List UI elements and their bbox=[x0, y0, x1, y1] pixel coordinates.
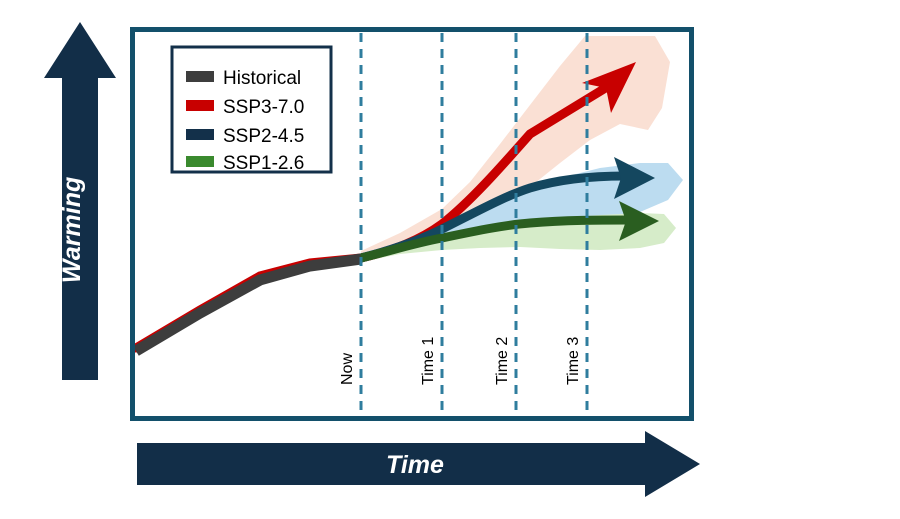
tick-label-time-2: Time 2 bbox=[494, 337, 511, 385]
legend-swatch-historical bbox=[186, 71, 214, 82]
line-historical bbox=[135, 253, 362, 356]
y-axis-arrow: Warming bbox=[44, 22, 116, 380]
legend-item-ssp370[interactable]: SSP3-7.0 bbox=[186, 97, 304, 118]
band-ssp126 bbox=[361, 213, 676, 262]
time-arrow-shape bbox=[137, 431, 700, 497]
x-axis-arrow: Time bbox=[137, 431, 700, 497]
legend-label-ssp245: SSP2-4.5 bbox=[223, 126, 304, 147]
legend-label-historical: Historical bbox=[223, 68, 301, 89]
arrowhead-ssp126 bbox=[619, 201, 659, 241]
line-ssp126 bbox=[356, 215, 635, 263]
tick-label-time-3: Time 3 bbox=[565, 337, 582, 385]
legend-item-ssp126[interactable]: SSP1-2.6 bbox=[186, 153, 304, 174]
y-axis-label: Warming bbox=[58, 177, 86, 284]
legend: Historical SSP3-7.0 SSP2-4.5 SSP1-2.6 bbox=[170, 45, 333, 174]
legend-item-ssp245[interactable]: SSP2-4.5 bbox=[186, 126, 304, 147]
warming-arrow-shape bbox=[44, 22, 116, 380]
legend-label-ssp126: SSP1-2.6 bbox=[223, 153, 304, 174]
tick-label-now: Now bbox=[339, 353, 356, 385]
legend-swatch-ssp370 bbox=[186, 100, 214, 111]
tick-label-time-1: Time 1 bbox=[420, 337, 437, 385]
x-axis-label: Time bbox=[386, 451, 444, 479]
arrowhead-ssp245 bbox=[614, 157, 655, 199]
legend-swatch-ssp245 bbox=[186, 129, 214, 140]
arrowhead-ssp370 bbox=[582, 62, 636, 113]
legend-swatch-ssp126 bbox=[186, 156, 214, 167]
legend-label-ssp370: SSP3-7.0 bbox=[223, 97, 304, 118]
legend-item-historical[interactable]: Historical bbox=[186, 68, 301, 89]
